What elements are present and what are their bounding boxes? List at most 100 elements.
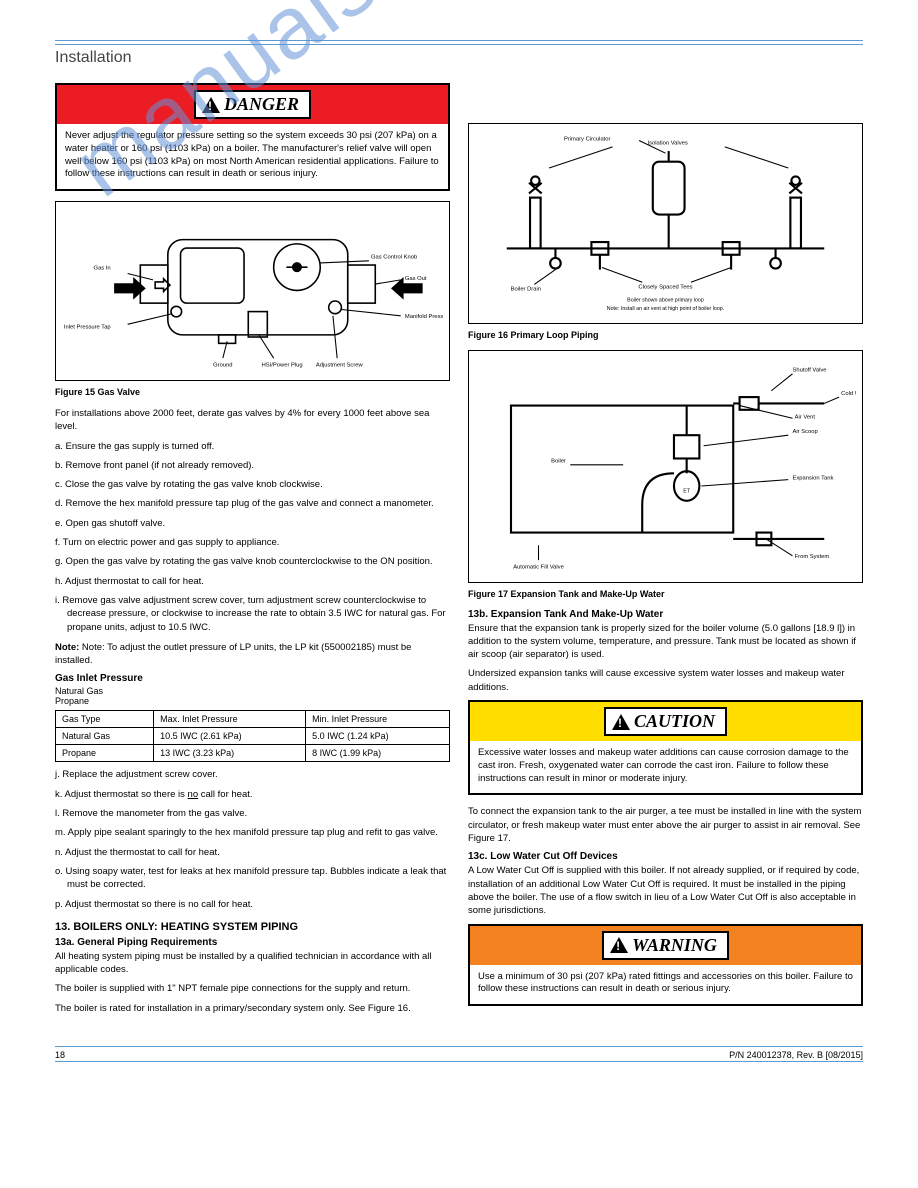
p13b-1: Ensure that the expansion tank is proper… xyxy=(468,622,863,662)
figure-16-caption: Figure 16 Primary Loop Piping xyxy=(468,330,863,340)
svg-text:Inlet Pressure Tap: Inlet Pressure Tap xyxy=(64,325,111,331)
svg-text:Cold Water: Cold Water xyxy=(841,391,856,397)
columns: DANGER Never adjust the regulator pressu… xyxy=(55,83,863,1021)
footer-page: 18 xyxy=(55,1050,65,1060)
right-column: Isolation Valves Primary Circulator Clos… xyxy=(468,83,863,1021)
step-m: m. Apply pipe sealant sparingly to the h… xyxy=(55,826,450,839)
danger-box: DANGER Never adjust the regulator pressu… xyxy=(55,83,450,191)
step-e: e. Open gas shutoff valve. xyxy=(55,517,450,530)
step-p: p. Adjust thermostat so there is no call… xyxy=(55,898,450,911)
svg-text:Closely Spaced Tees: Closely Spaced Tees xyxy=(638,285,692,291)
svg-text:Ground: Ground xyxy=(213,363,232,369)
expansion-tank-diagram: Shutoff Valve Cold Water Boiler Air Scoo… xyxy=(475,359,856,571)
figure-17-caption: Figure 17 Expansion Tank and Make-Up Wat… xyxy=(468,589,863,599)
footer: 18 P/N 240012378, Rev. B [08/2015] xyxy=(55,1046,863,1060)
svg-text:HSI/Power Plug: HSI/Power Plug xyxy=(262,363,303,369)
p13a-3: The boiler is rated for installation in … xyxy=(55,1002,450,1015)
step-n: n. Adjust the thermostat to call for hea… xyxy=(55,846,450,859)
th-max: Max. Inlet Pressure xyxy=(154,711,306,728)
pressure-prop: Propane xyxy=(55,696,450,706)
svg-text:Expansion Tank: Expansion Tank xyxy=(792,476,833,482)
note-1: Note: Note: To adjust the outlet pressur… xyxy=(55,642,450,668)
header-rule-bottom xyxy=(55,44,863,45)
figure-15-box: Gas In Inlet Pressure Tap Ground HSI/Pow… xyxy=(55,201,450,381)
section-13b: 13b. Expansion Tank And Make-Up Water xyxy=(468,609,863,620)
svg-text:Primary Circulator: Primary Circulator xyxy=(564,136,611,142)
p13a-2: The boiler is supplied with 1" NPT femal… xyxy=(55,982,450,995)
table-row: Natural Gas 10.5 IWC (2.61 kPa) 5.0 IWC … xyxy=(56,728,450,745)
warning-label: WARNING xyxy=(602,931,729,960)
th-min: Min. Inlet Pressure xyxy=(306,711,450,728)
svg-text:Adjustment Screw: Adjustment Screw xyxy=(316,363,364,369)
figure-16-box: Isolation Valves Primary Circulator Clos… xyxy=(468,123,863,324)
pressure-nat: Natural Gas xyxy=(55,686,450,696)
danger-label: DANGER xyxy=(194,90,311,119)
header-rule-top xyxy=(55,40,863,41)
step-j: j. Replace the adjustment screw cover. xyxy=(55,768,450,781)
section-13: 13. BOILERS ONLY: HEATING SYSTEM PIPING xyxy=(55,921,450,933)
step-h: h. Adjust thermostat to call for heat. xyxy=(55,575,450,588)
pressure-table: Gas Type Max. Inlet Pressure Min. Inlet … xyxy=(55,710,450,762)
step-d: d. Remove the hex manifold pressure tap … xyxy=(55,497,450,510)
footer-right: P/N 240012378, Rev. B [08/2015] xyxy=(729,1050,863,1060)
left-column: DANGER Never adjust the regulator pressu… xyxy=(55,83,450,1021)
th-type: Gas Type xyxy=(56,711,154,728)
pressure-heading: Gas Inlet Pressure xyxy=(55,673,450,684)
danger-header: DANGER xyxy=(57,85,448,124)
alert-triangle-icon xyxy=(612,714,630,730)
caution-box: CAUTION Excessive water losses and makeu… xyxy=(468,700,863,795)
footer-rule xyxy=(55,1061,863,1062)
caution-header: CAUTION xyxy=(470,702,861,741)
svg-text:Isolation Valves: Isolation Valves xyxy=(647,141,687,147)
svg-text:Note: Install an air vent at h: Note: Install an air vent at high point … xyxy=(607,306,724,312)
steps-j-p: j. Replace the adjustment screw cover. k… xyxy=(55,768,450,910)
warning-body: Use a minimum of 30 psi (207 kPa) rated … xyxy=(470,965,861,1005)
section-13a: 13a. General Piping Requirements xyxy=(55,937,450,948)
section-13c: 13c. Low Water Cut Off Devices xyxy=(468,851,863,862)
p13a-1: All heating system piping must be instal… xyxy=(55,950,450,977)
figure-17-box: Shutoff Valve Cold Water Boiler Air Scoo… xyxy=(468,350,863,583)
danger-body: Never adjust the regulator pressure sett… xyxy=(57,124,448,189)
step-i: i. Remove gas valve adjustment screw cov… xyxy=(55,594,450,634)
step-g: g. Open the gas valve by rotating the ga… xyxy=(55,555,450,568)
svg-text:ET: ET xyxy=(683,488,691,494)
p13b-2: Undersized expansion tanks will cause ex… xyxy=(468,667,863,694)
steps-a-i: a. Ensure the gas supply is turned off. … xyxy=(55,440,450,634)
svg-text:Boiler: Boiler xyxy=(551,459,566,465)
warning-box: WARNING Use a minimum of 30 psi (207 kPa… xyxy=(468,924,863,1007)
step-b: b. Remove front panel (if not already re… xyxy=(55,459,450,472)
svg-text:Air Vent: Air Vent xyxy=(795,414,816,420)
svg-text:Gas In: Gas In xyxy=(94,266,111,272)
page-title: Installation xyxy=(55,49,863,67)
p13b-3: To connect the expansion tank to the air… xyxy=(468,805,863,845)
svg-text:Gas Control Knob: Gas Control Knob xyxy=(371,255,417,261)
svg-text:Air Scoop: Air Scoop xyxy=(792,429,817,435)
caution-body: Excessive water losses and makeup water … xyxy=(470,741,861,793)
primary-loop-diagram: Isolation Valves Primary Circulator Clos… xyxy=(475,132,856,312)
svg-text:Boiler Drain: Boiler Drain xyxy=(511,287,541,293)
svg-text:Manifold Pressure Tap: Manifold Pressure Tap xyxy=(405,314,443,320)
warning-header: WARNING xyxy=(470,926,861,965)
section-intro: For installations above 2000 feet, derat… xyxy=(55,407,450,434)
step-c: c. Close the gas valve by rotating the g… xyxy=(55,478,450,491)
table-row: Gas Type Max. Inlet Pressure Min. Inlet … xyxy=(56,711,450,728)
step-f: f. Turn on electric power and gas supply… xyxy=(55,536,450,549)
danger-text: Never adjust the regulator pressure sett… xyxy=(65,130,306,141)
step-o: o. Using soapy water, test for leaks at … xyxy=(55,865,450,892)
table-row: Propane 13 IWC (3.23 kPa) 8 IWC (1.99 kP… xyxy=(56,745,450,762)
alert-triangle-icon xyxy=(202,97,220,113)
svg-text:From System: From System xyxy=(795,554,830,560)
svg-text:Automatic Fill Valve: Automatic Fill Valve xyxy=(513,564,564,570)
gas-valve-diagram: Gas In Inlet Pressure Tap Ground HSI/Pow… xyxy=(62,210,443,369)
alert-triangle-icon xyxy=(610,937,628,953)
step-k: k. Adjust thermostat so there is no call… xyxy=(55,788,450,801)
page-container: Installation manualshive.com DANGER Neve… xyxy=(0,0,918,1092)
svg-text:Boiler shown above primary loo: Boiler shown above primary loop xyxy=(627,297,704,303)
caution-label: CAUTION xyxy=(604,707,727,736)
figure-15-caption: Figure 15 Gas Valve xyxy=(55,387,450,397)
p13c-1: A Low Water Cut Off is supplied with thi… xyxy=(468,864,863,917)
step-a: a. Ensure the gas supply is turned off. xyxy=(55,440,450,453)
svg-text:Gas Out: Gas Out xyxy=(405,276,427,282)
svg-text:Shutoff Valve: Shutoff Valve xyxy=(792,368,826,374)
step-l: l. Remove the manometer from the gas val… xyxy=(55,807,450,820)
